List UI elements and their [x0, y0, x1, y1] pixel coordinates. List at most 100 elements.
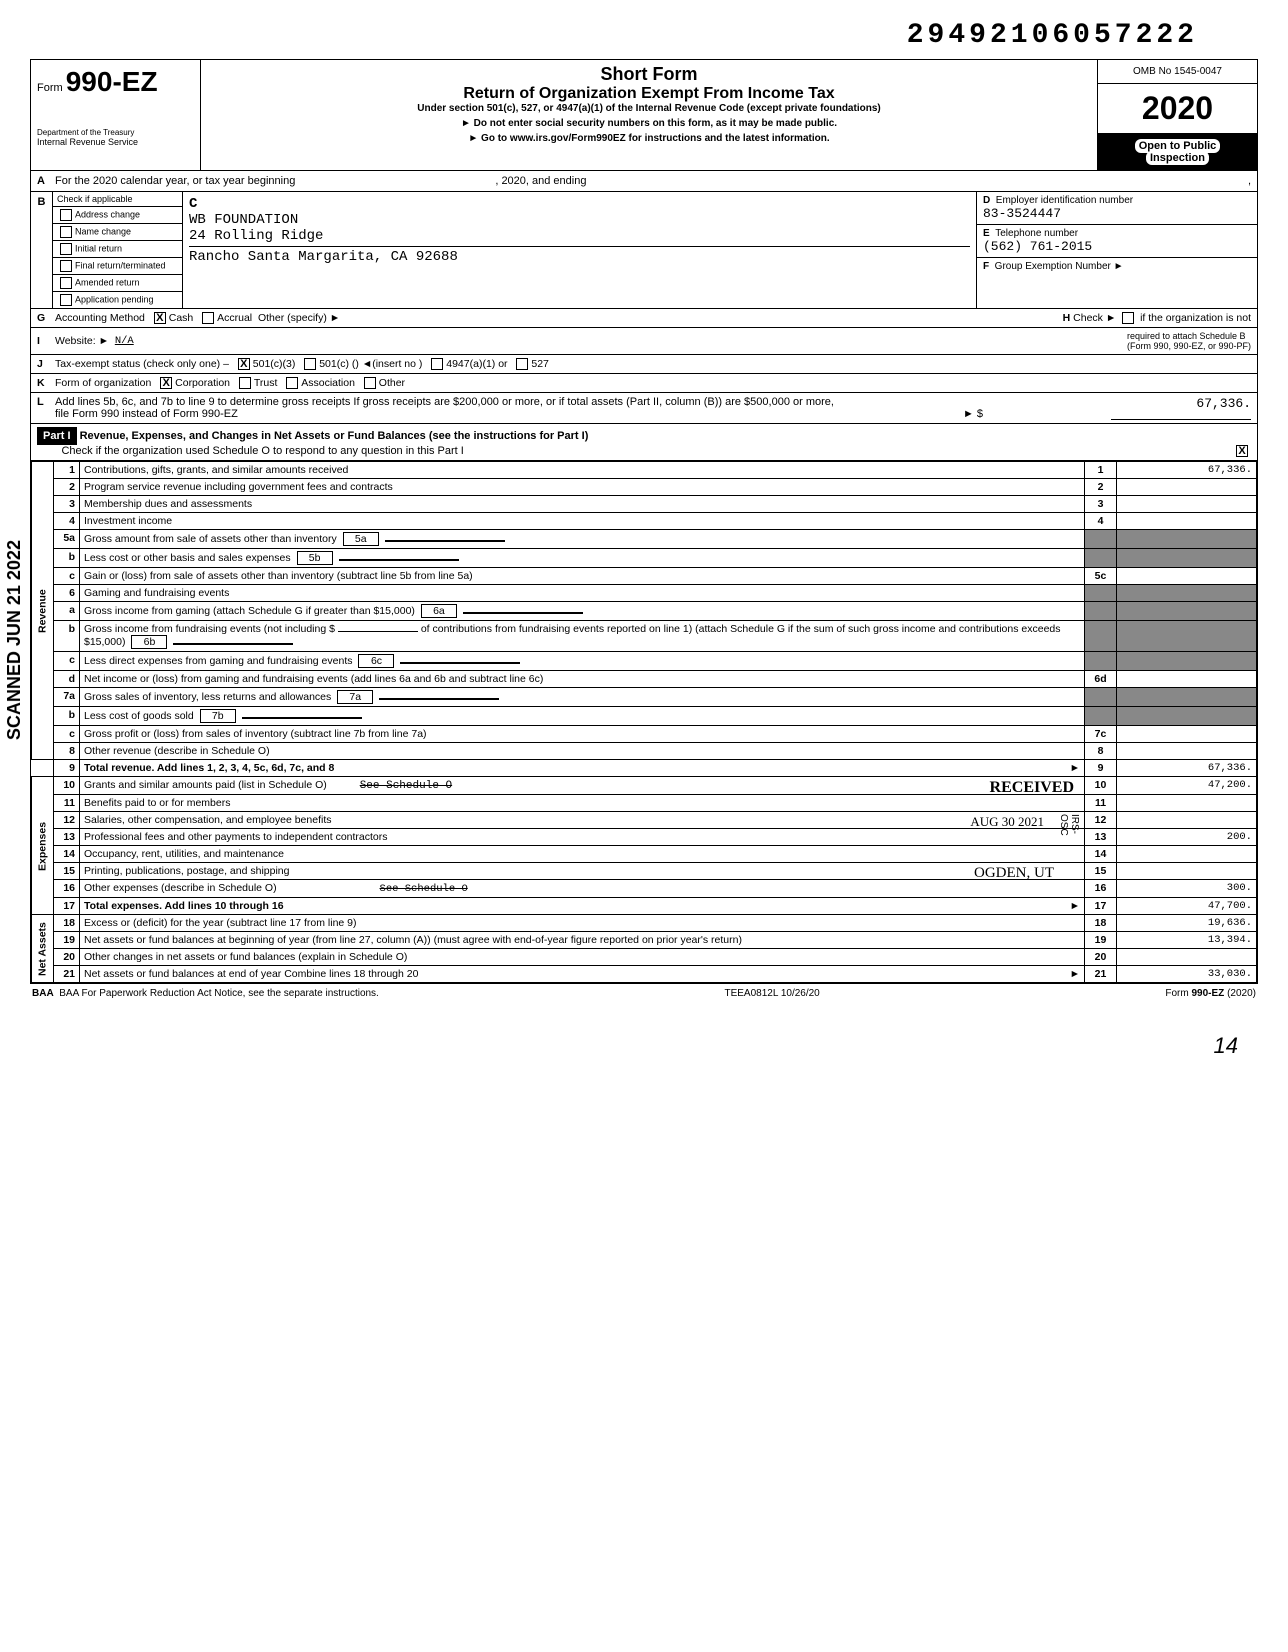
line6c-box-shaded	[1085, 652, 1117, 671]
line10-val: 47,200.	[1117, 777, 1257, 795]
line15-box: 15	[1085, 863, 1117, 880]
accounting-method-label: Accounting Method	[55, 312, 145, 324]
line10-text: Grants and similar amounts paid (list in…	[80, 777, 1085, 795]
line15-text: Printing, publications, postage, and shi…	[80, 863, 1085, 880]
line5b-val-shaded	[1117, 549, 1257, 568]
line7a-text: Gross sales of inventory, less returns a…	[80, 688, 1085, 707]
line5b-box-shaded	[1085, 549, 1117, 568]
cb-cash[interactable]: X	[154, 312, 166, 324]
line16-val: 300.	[1117, 880, 1257, 898]
line6-text: Gaming and fundraising events	[80, 585, 1085, 602]
cb-application-pending[interactable]: Application pending	[53, 292, 182, 308]
h-check: Check ►	[1073, 312, 1116, 324]
cb-corporation[interactable]: X	[160, 377, 172, 389]
footer-right: Form 990-EZ (2020)	[1165, 988, 1256, 999]
l-text: Add lines 5b, 6c, and 7b to line 9 to de…	[55, 396, 835, 420]
line7c-num: c	[54, 726, 80, 743]
line6c-text: Less direct expenses from gaming and fun…	[80, 652, 1085, 671]
cb-527[interactable]	[516, 358, 528, 370]
cb-4947[interactable]	[431, 358, 443, 370]
org-name: WB FOUNDATION	[189, 212, 970, 228]
line20-box: 20	[1085, 949, 1117, 966]
org-addr1: 24 Rolling Ridge	[189, 228, 970, 247]
line9-box: 9	[1085, 760, 1117, 777]
line18-text: Excess or (deficit) for the year (subtra…	[80, 915, 1085, 932]
line5c-num: c	[54, 568, 80, 585]
line7a-innerval	[379, 698, 499, 700]
cb-final-return[interactable]: Final return/terminated	[53, 258, 182, 275]
line7b-val-shaded	[1117, 707, 1257, 726]
line19-num: 19	[54, 932, 80, 949]
line16-note: See Schedule O	[380, 883, 468, 895]
line5c-text: Gain or (loss) from sale of assets other…	[80, 568, 1085, 585]
line7b-innerval	[242, 717, 362, 719]
line15-num: 15	[54, 863, 80, 880]
cb-501c[interactable]	[304, 358, 316, 370]
row-a-text2: , 2020, and ending	[495, 175, 586, 187]
cb-name-change[interactable]: Name change	[53, 224, 182, 241]
box-e: E Telephone number(562) 761-2015	[977, 225, 1257, 258]
line7a-box-shaded	[1085, 688, 1117, 707]
warn-goto: ► Go to www.irs.gov/Form990EZ for instru…	[211, 133, 1087, 144]
title-short-form: Short Form	[211, 64, 1087, 85]
line6c-val-shaded	[1117, 652, 1257, 671]
assoc-label: Association	[301, 377, 355, 389]
line18-box: 18	[1085, 915, 1117, 932]
title-section: Under section 501(c), 527, or 4947(a)(1)…	[211, 103, 1087, 114]
org-addr2: Rancho Santa Margarita, CA 92688	[189, 249, 970, 265]
cb-trust[interactable]	[239, 377, 251, 389]
line18-val: 19,636.	[1117, 915, 1257, 932]
line21-val: 33,030.	[1117, 966, 1257, 983]
line4-box: 4	[1085, 513, 1117, 530]
501c3-label: 501(c)(3)	[253, 358, 296, 370]
footer-left: BAA BAA For Paperwork Reduction Act Noti…	[32, 988, 379, 999]
line19-val: 13,394.	[1117, 932, 1257, 949]
line2-text: Program service revenue including govern…	[80, 479, 1085, 496]
open-to-public: Open to PublicInspection	[1098, 134, 1257, 170]
received-stamp: RECEIVED	[990, 779, 1074, 797]
line5b-innerbox: 5b	[297, 551, 333, 565]
line17-val: 47,700.	[1117, 898, 1257, 915]
line6b-box-shaded	[1085, 621, 1117, 652]
cb-501c3[interactable]: X	[238, 358, 250, 370]
line11-num: 11	[54, 795, 80, 812]
cb-initial-return[interactable]: Initial return	[53, 241, 182, 258]
line6a-text: Gross income from gaming (attach Schedul…	[80, 602, 1085, 621]
line10-note: See Schedule O	[360, 780, 452, 792]
side-net-assets: Net Assets	[32, 915, 54, 983]
section-b-to-f: B Check if applicable Address change Nam…	[31, 192, 1257, 309]
line1-val: 67,336.	[1117, 462, 1257, 479]
side-revenue: Revenue	[32, 462, 54, 760]
dept-treasury: Department of the Treasury	[37, 128, 194, 137]
check-if-applicable: Check if applicable Address change Name …	[53, 192, 183, 308]
trust-label: Trust	[254, 377, 278, 389]
part1-header-row: Part I Revenue, Expenses, and Changes in…	[31, 424, 1257, 461]
line1-num: 1	[54, 462, 80, 479]
letter-j: J	[37, 358, 55, 370]
line7a-val-shaded	[1117, 688, 1257, 707]
line13-box: 13	[1085, 829, 1117, 846]
side-expenses: Expenses	[32, 777, 54, 915]
line3-box: 3	[1085, 496, 1117, 513]
line6a-innerval	[463, 612, 583, 614]
line13-text: Professional fees and other payments to …	[80, 829, 1085, 846]
line6a-val-shaded	[1117, 602, 1257, 621]
line5c-box: 5c	[1085, 568, 1117, 585]
cb-other-org[interactable]	[364, 377, 376, 389]
cb-schedule-o[interactable]: X	[1236, 445, 1248, 457]
letter-i: I	[37, 335, 55, 347]
line12-num: 12	[54, 812, 80, 829]
cb-accrual[interactable]	[202, 312, 214, 324]
line5a-val-shaded	[1117, 530, 1257, 549]
row-k: K Form of organization X Corporation Tru…	[31, 374, 1257, 393]
header-left: Form 990-EZ Department of the Treasury I…	[31, 60, 201, 170]
line17-num: 17	[54, 898, 80, 915]
cb-address-change[interactable]: Address change	[53, 207, 182, 224]
line6d-box: 6d	[1085, 671, 1117, 688]
cb-association[interactable]	[286, 377, 298, 389]
cb-schedule-b[interactable]	[1122, 312, 1134, 324]
line6-val-shaded	[1117, 585, 1257, 602]
cb-amended-return[interactable]: Amended return	[53, 275, 182, 292]
line5c-val	[1117, 568, 1257, 585]
line7c-box: 7c	[1085, 726, 1117, 743]
